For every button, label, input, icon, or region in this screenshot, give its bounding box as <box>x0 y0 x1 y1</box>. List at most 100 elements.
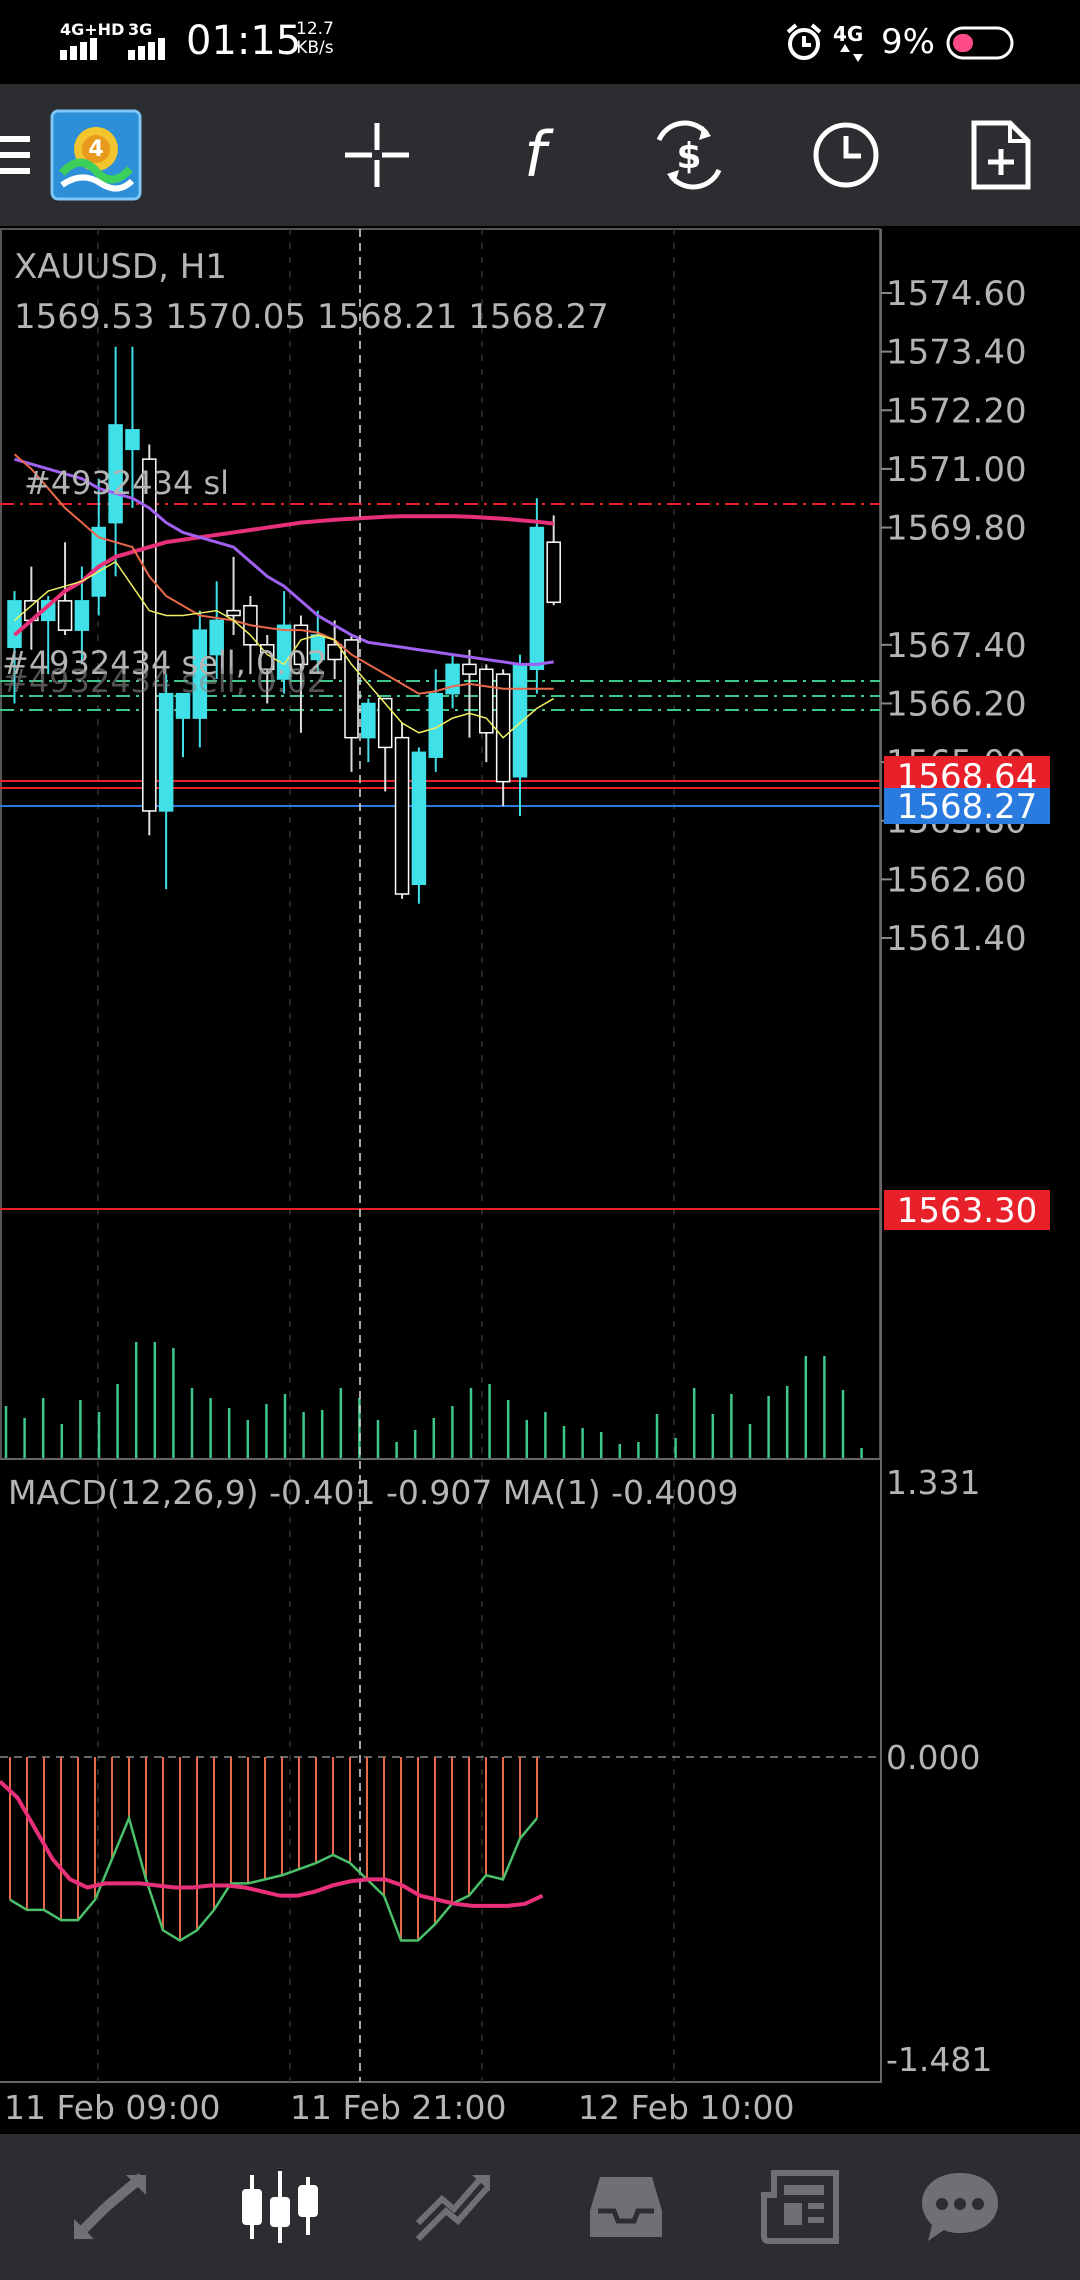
data-arrows-icon <box>840 44 863 62</box>
ma-short-line <box>13 453 554 695</box>
macd-tick-zero: 0.000 <box>886 1738 980 1777</box>
function-icon: f <box>524 120 554 190</box>
trade-tab[interactable] <box>384 2134 524 2280</box>
price-axis: 1574.60 1573.40 1572.20 1571.00 1569.80 1567.… <box>881 274 1027 959</box>
candle-body <box>7 600 22 649</box>
price-tick-label: 1566.20 <box>886 684 1027 724</box>
network-speed: 12.7 KB/s <box>296 20 334 58</box>
alarm-icon <box>786 23 822 60</box>
history-tab[interactable] <box>556 2134 696 2280</box>
macd-signal-line <box>0 1780 544 1908</box>
top-toolbar: 4 f $ <box>0 84 1080 226</box>
candle-body <box>411 751 427 885</box>
svg-text:4: 4 <box>88 137 103 162</box>
messages-tab[interactable] <box>890 2134 1030 2280</box>
price-tick-label: 1562.60 <box>886 860 1027 900</box>
trade-chart-icon <box>415 2175 491 2242</box>
macd-tick-bottom: -1.481 <box>886 2040 992 2079</box>
app-logo: 4 <box>50 109 142 201</box>
bid-price-box <box>884 788 1050 824</box>
new-order-button[interactable] <box>946 84 1056 226</box>
timeframe-button[interactable] <box>791 84 901 226</box>
price-tick-label: 1571.00 <box>886 450 1027 490</box>
candle-body <box>546 541 561 604</box>
macd-indicator <box>0 1757 544 1942</box>
network-label-1: 4G+HD <box>60 20 125 39</box>
candle-body <box>293 624 309 666</box>
macd-label: MACD(12,26,9) -0.401 -0.907 MA(1) -0.400… <box>8 1473 739 1512</box>
crosshair-button[interactable] <box>322 84 432 226</box>
clock-icon <box>813 122 879 188</box>
price-tick-label: 1572.20 <box>886 391 1027 431</box>
moving-averages <box>13 453 555 739</box>
candle-body <box>394 736 410 895</box>
candle-body <box>74 600 90 631</box>
svg-text:f: f <box>524 120 554 190</box>
ma-mid-line <box>14 457 554 666</box>
candle-body <box>125 429 140 451</box>
macd-tick-top: 1.331 <box>886 1463 980 1502</box>
candle-body <box>57 600 73 631</box>
bottom-navigation <box>0 2134 1080 2280</box>
chart-area[interactable]: XAUUSD, H1 1569.53 1570.05 1568.21 1568.… <box>0 226 1080 2134</box>
candle-body <box>175 692 191 719</box>
time-label-2: 11 Feb 21:00 <box>290 2088 507 2127</box>
clock-time: 01:15 <box>186 18 302 64</box>
price-tick-label: 1569.80 <box>886 509 1027 549</box>
candle-body <box>495 673 511 783</box>
app-logo-button[interactable]: 4 <box>48 84 144 226</box>
signal-icon-2 <box>128 38 165 60</box>
grid-lines <box>97 229 675 2082</box>
ma-long-line <box>13 514 554 637</box>
symbol-title: XAUUSD, H1 <box>14 247 227 287</box>
candle-body <box>428 692 443 758</box>
candle-body <box>344 639 359 739</box>
candle-body <box>529 526 545 670</box>
trade-icon: $ <box>656 120 722 190</box>
battery-percent: 9% <box>881 22 935 62</box>
news-icon <box>761 2170 839 2244</box>
candle-body <box>361 702 376 739</box>
speed-value: 12.7 <box>296 19 334 39</box>
candlestick-icon <box>242 2171 318 2243</box>
ma-fast-line <box>14 560 555 739</box>
bid-price-label: 1568.27 <box>897 787 1038 827</box>
svg-text:$: $ <box>676 136 701 177</box>
order-label-overlap: #4932434 sell, 0.02 <box>2 662 327 700</box>
speed-unit: KB/s <box>296 38 334 58</box>
candle-body <box>209 619 224 656</box>
stop-loss-label: #4932434 sl <box>24 464 229 502</box>
indicators-button[interactable]: f <box>480 84 590 226</box>
time-label-3: 12 Feb 10:00 <box>578 2088 795 2127</box>
quotes-arrows-icon <box>74 2173 146 2239</box>
candle-body <box>226 609 241 617</box>
crosshair-icon <box>345 123 409 187</box>
inbox-icon <box>590 2177 662 2237</box>
trade-button[interactable]: $ <box>634 84 744 226</box>
macd-ma-line <box>9 1814 538 1942</box>
price-tick-label: 1561.40 <box>886 919 1027 959</box>
price-chart[interactable]: XAUUSD, H1 1569.53 1570.05 1568.21 1568.… <box>0 226 1080 2134</box>
status-bar: 4G+HD 3G 01:15 12.7 KB/s 4G 9% <box>0 0 1080 84</box>
time-label-1: 11 Feb 09:00 <box>4 2088 221 2127</box>
candle-body <box>158 692 174 812</box>
menu-button[interactable] <box>0 84 40 226</box>
level-price-label: 1563.30 <box>897 1191 1038 1231</box>
menu-icon <box>0 136 30 174</box>
chart-tab[interactable] <box>210 2134 350 2280</box>
battery-icon <box>946 26 1014 60</box>
price-tick-label: 1573.40 <box>886 333 1027 373</box>
order-label: #4932434 sell, 0.02 <box>2 644 327 682</box>
candle-body <box>327 644 342 661</box>
chat-bubble-icon <box>922 2173 998 2241</box>
candle-body <box>377 697 393 749</box>
candle-body <box>512 663 528 778</box>
quotes-tab[interactable] <box>40 2134 180 2280</box>
level-price-box <box>884 1190 1050 1230</box>
price-tick-label: 1574.60 <box>886 274 1027 314</box>
signal-icon-1 <box>60 38 97 60</box>
news-tab[interactable] <box>730 2134 870 2280</box>
candle-body <box>462 663 477 675</box>
candle-body <box>192 629 208 719</box>
candle-body <box>445 663 460 695</box>
